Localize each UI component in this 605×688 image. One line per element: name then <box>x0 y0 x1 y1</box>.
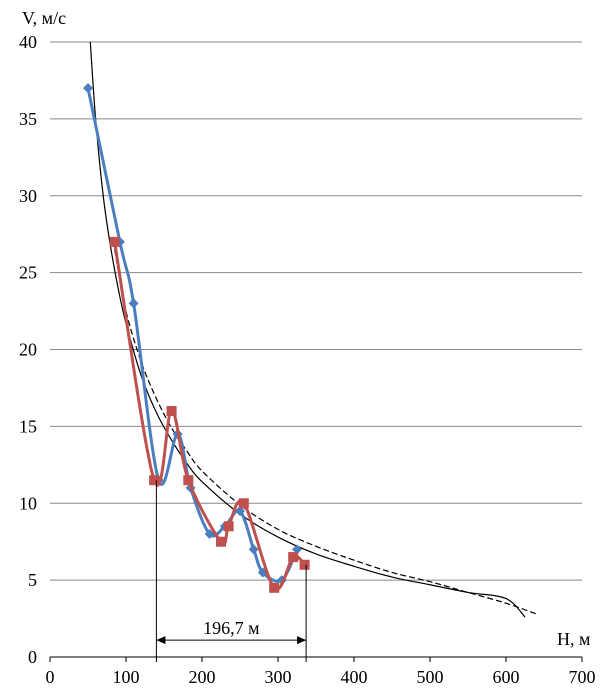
data-point-diamond <box>128 298 139 309</box>
y-tick-labels: 0 5 10 15 20 25 30 35 40 <box>19 32 37 667</box>
data-point-square <box>149 475 160 486</box>
trend-line-dashed <box>114 249 537 615</box>
x-tick-label: 500 <box>417 667 444 687</box>
y-tick-label: 30 <box>19 186 37 206</box>
arrow-right <box>297 636 307 645</box>
x-tick-label: 100 <box>113 667 140 687</box>
data-point-square <box>299 559 310 570</box>
data-point-diamond <box>248 544 259 555</box>
data-point-square <box>238 498 249 509</box>
span-annotation: 196,7 м <box>155 480 307 662</box>
data-point-square <box>166 406 177 416</box>
y-tick-label: 35 <box>19 109 37 129</box>
data-point-square <box>216 536 226 547</box>
grid-lines <box>50 41 582 581</box>
data-point-square <box>288 552 299 563</box>
span-label: 196,7 м <box>203 618 259 638</box>
data-point-square <box>269 582 280 593</box>
y-tick-label: 25 <box>19 263 37 283</box>
data-point-diamond <box>235 505 245 516</box>
x-tick-label: 600 <box>493 667 520 687</box>
series-line-0 <box>86 87 299 583</box>
x-tick-labels: 0 100 200 300 400 500 600 700 <box>46 657 596 687</box>
y-tick-label: 5 <box>28 570 37 590</box>
y-tick-label: 0 <box>28 647 37 667</box>
trend-line-solid <box>89 41 526 618</box>
data-point-square <box>109 236 120 247</box>
x-tick-label: 700 <box>569 667 596 687</box>
x-tick-label: 0 <box>46 667 55 687</box>
x-tick-label: 200 <box>189 667 216 687</box>
data-point-square <box>183 475 194 486</box>
x-axis-label: H, м <box>557 629 590 649</box>
data-point-square <box>223 521 234 532</box>
y-tick-label: 40 <box>19 32 37 52</box>
x-tick-label: 300 <box>265 667 292 687</box>
y-tick-label: 15 <box>19 416 37 436</box>
arrow-left <box>156 636 166 645</box>
data-point-diamond <box>204 529 215 539</box>
y-axis-label: V, м/с <box>22 8 66 28</box>
series-layer <box>83 41 537 618</box>
data-point-diamond <box>83 83 93 94</box>
data-point-diamond <box>292 544 302 555</box>
y-tick-label: 20 <box>19 340 37 360</box>
y-tick-label: 10 <box>19 493 37 513</box>
x-tick-label: 400 <box>341 667 368 687</box>
